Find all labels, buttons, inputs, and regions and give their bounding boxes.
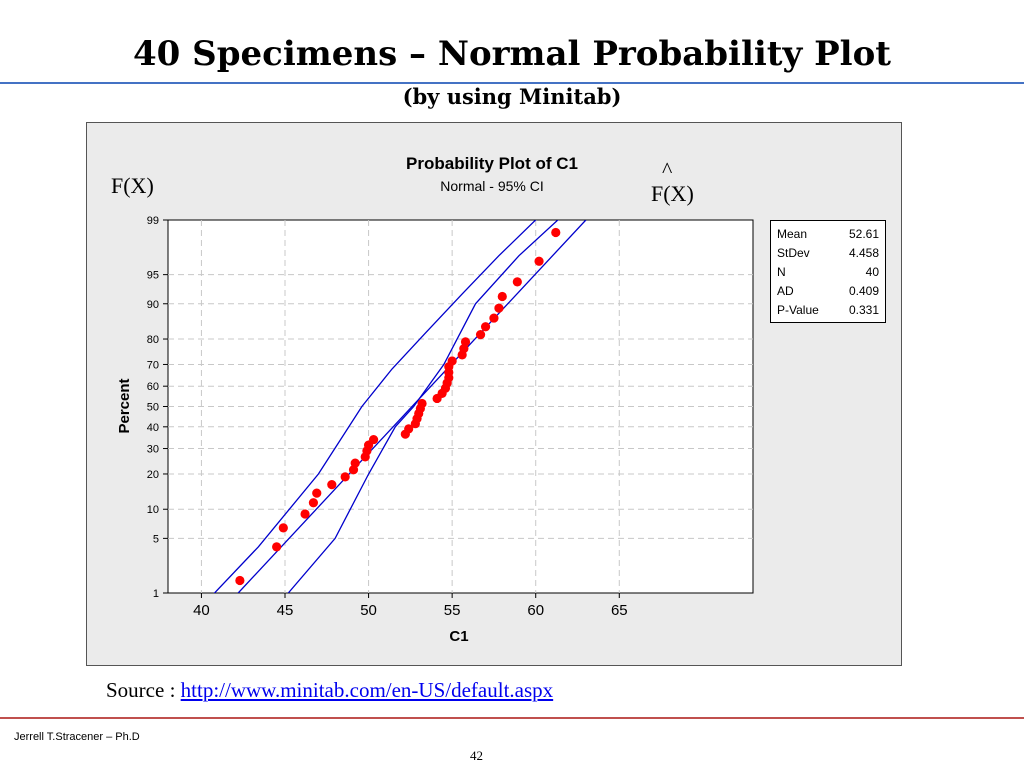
y-tick-label: 30 bbox=[147, 444, 159, 456]
data-point bbox=[350, 458, 360, 468]
chart-frame: Probability Plot of C1 Normal - 95% CI 4… bbox=[86, 122, 902, 666]
data-point bbox=[534, 256, 544, 266]
x-tick-label: 65 bbox=[611, 602, 628, 619]
stats-row-pvalue: P-Value 0.331 bbox=[777, 301, 879, 320]
stats-label: StDev bbox=[777, 246, 810, 260]
y-tick-label: 80 bbox=[147, 334, 159, 346]
data-point bbox=[475, 330, 486, 340]
stats-label: Mean bbox=[777, 227, 808, 241]
source-line: Source : http://www.minitab.com/en-US/de… bbox=[106, 678, 553, 703]
x-axis-label: C1 bbox=[449, 628, 468, 645]
y-tick-label: 20 bbox=[147, 469, 159, 481]
y-axis-label: Percent bbox=[116, 378, 133, 433]
data-point bbox=[235, 575, 245, 586]
source-link[interactable]: http://www.minitab.com/en-US/default.asp… bbox=[180, 678, 554, 702]
grid bbox=[168, 220, 753, 593]
stats-row-n: N 40 bbox=[777, 263, 879, 282]
y-tick-label: 40 bbox=[147, 422, 159, 434]
y-tick-label: 60 bbox=[147, 381, 159, 393]
stats-value: 52.61 bbox=[848, 227, 879, 241]
stats-value: 0.331 bbox=[848, 303, 879, 317]
data-point bbox=[447, 356, 457, 366]
data-point bbox=[489, 313, 499, 323]
x-tick-label: 55 bbox=[444, 602, 461, 619]
fx-hat-caret: ^ bbox=[662, 157, 673, 182]
data-point bbox=[480, 322, 491, 332]
stats-row-stdev: StDev 4.458 bbox=[777, 244, 879, 263]
x-tick-label: 50 bbox=[360, 602, 377, 619]
y-tick-label: 70 bbox=[147, 359, 159, 371]
x-tick-label: 60 bbox=[527, 602, 544, 619]
chart-title: Probability Plot of C1 bbox=[406, 154, 578, 173]
stats-label: N bbox=[777, 265, 786, 279]
data-point bbox=[460, 337, 471, 347]
fx-annotation: F(X) bbox=[111, 173, 154, 198]
fit-line bbox=[237, 220, 587, 593]
stats-value: 4.458 bbox=[848, 246, 879, 260]
stats-value: 0.409 bbox=[848, 284, 879, 298]
x-tick-label: 45 bbox=[277, 602, 294, 619]
data-point bbox=[417, 398, 427, 409]
data-point bbox=[368, 434, 379, 445]
y-tick-label: 1 bbox=[153, 588, 159, 600]
y-tick-label: 99 bbox=[147, 215, 159, 227]
stats-label: P-Value bbox=[777, 303, 819, 317]
data-point bbox=[272, 542, 282, 552]
y-tick-label: 50 bbox=[147, 402, 159, 414]
slide-subtitle: (by using Minitab) bbox=[402, 84, 622, 109]
y-tick-label: 90 bbox=[147, 299, 159, 311]
data-point bbox=[278, 523, 288, 533]
stats-value: 40 bbox=[865, 265, 879, 279]
data-point bbox=[494, 303, 504, 313]
y-tick-label: 10 bbox=[147, 504, 159, 516]
data-point bbox=[327, 479, 337, 490]
data-point bbox=[340, 472, 350, 482]
title-rule bbox=[0, 82, 1024, 84]
data-point bbox=[404, 424, 414, 434]
ci-upper-line bbox=[213, 220, 537, 593]
data-point bbox=[308, 498, 319, 508]
data-point bbox=[551, 227, 561, 238]
y-tick-label: 5 bbox=[153, 533, 159, 545]
source-label: Source : bbox=[106, 678, 181, 702]
data-point bbox=[512, 277, 522, 287]
slide-title: 40 Specimens – Normal Probability Plot bbox=[133, 34, 891, 74]
stats-label: AD bbox=[777, 284, 794, 298]
data-point bbox=[312, 488, 322, 498]
chart-subtitle: Normal - 95% CI bbox=[440, 178, 543, 194]
data-point bbox=[497, 291, 507, 302]
ci-lower-line bbox=[287, 220, 559, 593]
data-point bbox=[300, 509, 310, 519]
stats-legend: Mean 52.61 StDev 4.458 N 40 AD 0.409 P-V… bbox=[770, 220, 886, 323]
fx-hat-annotation: F(X) bbox=[651, 181, 694, 206]
footer-author: Jerrell T.Stracener – Ph.D bbox=[14, 731, 140, 743]
fit-and-ci-lines bbox=[213, 220, 587, 593]
stats-row-ad: AD 0.409 bbox=[777, 282, 879, 301]
y-tick-label: 95 bbox=[147, 270, 159, 282]
page-number: 42 bbox=[470, 748, 483, 763]
axis-ticks: 40 45 50 55 60 65 1 5 10 20 30 40 50 60 70 80 90 95 99 bbox=[147, 215, 628, 619]
stats-row-mean: Mean 52.61 bbox=[777, 225, 879, 244]
data-points bbox=[235, 227, 561, 586]
probability-plot: Probability Plot of C1 Normal - 95% CI 4… bbox=[116, 154, 754, 645]
footer-rule bbox=[0, 717, 1024, 719]
x-tick-label: 40 bbox=[193, 602, 210, 619]
